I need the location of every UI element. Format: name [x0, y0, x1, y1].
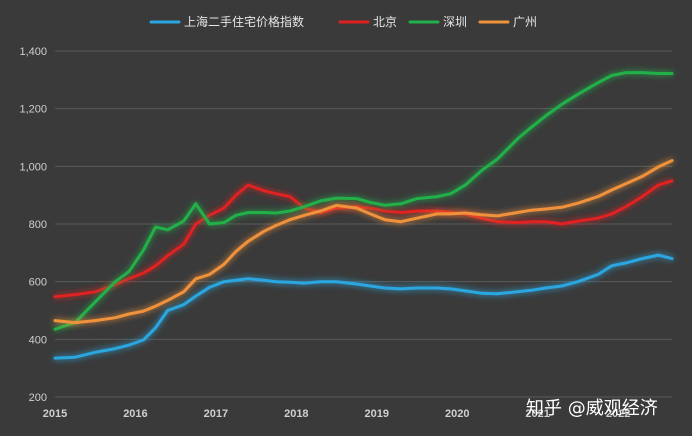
legend-label: 北京 — [373, 15, 397, 29]
watermark-text: 知乎 @威观经济 — [526, 398, 658, 419]
legend-label: 上海二手住宅价格指数 — [184, 14, 304, 29]
y-tick-label: 1,000 — [19, 161, 47, 173]
series-line-0 — [53, 253, 674, 360]
x-tick-label: 2017 — [204, 408, 228, 420]
x-tick-label: 2020 — [445, 408, 469, 420]
x-tick-label: 2016 — [123, 408, 147, 420]
x-tick-label: 2015 — [43, 408, 67, 420]
y-tick-label: 800 — [29, 219, 47, 231]
y-tick-label: 1,200 — [19, 104, 47, 116]
series-line-2 — [53, 71, 674, 331]
y-tick-label: 200 — [29, 392, 47, 404]
y-tick-label: 400 — [29, 334, 47, 346]
legend: 上海二手住宅价格指数 北京 深圳 广州 — [149, 14, 537, 29]
series-line-1 — [53, 179, 674, 299]
legend-label: 广州 — [513, 15, 537, 29]
y-tick-label: 600 — [29, 277, 47, 289]
x-tick-label: 2021 — [525, 408, 549, 420]
x-tick-label: 2018 — [284, 408, 308, 420]
series-lines — [53, 71, 674, 360]
series-line-3 — [53, 159, 674, 325]
x-tick-label: 2019 — [365, 408, 389, 420]
x-tick-label: 2022 — [606, 408, 630, 420]
gridlines — [55, 50, 672, 398]
y-axis-ticks: 200 400 600 800 1,000 1,200 1,400 — [19, 46, 47, 404]
x-axis-ticks: 2015 2016 2017 2018 2019 2020 2021 2022 — [43, 408, 631, 420]
legend-label: 深圳 — [443, 15, 467, 29]
y-tick-label: 1,400 — [19, 46, 47, 58]
